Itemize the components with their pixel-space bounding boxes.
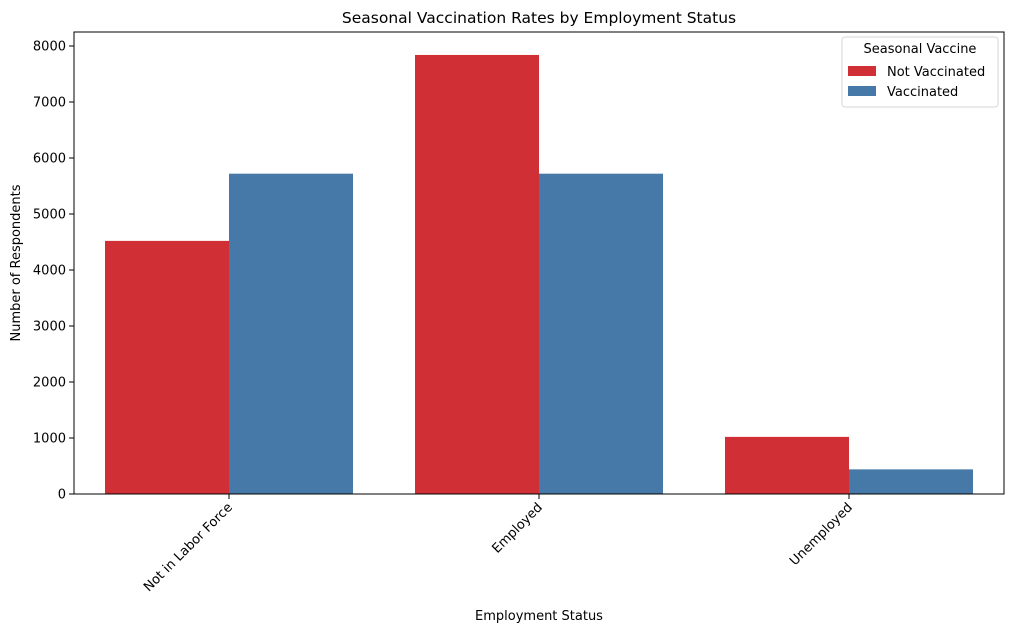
y-tick-label: 8000: [33, 40, 66, 55]
y-tick-label: 7000: [33, 96, 66, 111]
legend-title: Seasonal Vaccine: [864, 42, 977, 57]
legend-frame: [841, 36, 999, 108]
bar-vaccinated-unemployed: [849, 469, 973, 494]
y-tick-label: 0: [58, 488, 66, 503]
legend: Seasonal Vaccine Not Vaccinated Vaccinate…: [841, 36, 999, 108]
bars-layer: [105, 54, 973, 495]
y-tick-label: 6000: [33, 152, 66, 167]
x-tick-label: Not in Labor Force: [141, 500, 236, 595]
y-tick-label: 4000: [33, 264, 66, 279]
x-axis: Not in Labor Force Employed Unemployed: [141, 494, 856, 595]
legend-label-not-vaccinated: Not Vaccinated: [887, 65, 985, 80]
x-tick-label: Unemployed: [787, 500, 856, 569]
plot-frame: [73, 31, 1005, 495]
bar-vaccinated-not-in-labor-force: [229, 173, 353, 494]
y-axis-title: Number of Respondents: [9, 184, 24, 341]
x-tick-label: Employed: [490, 500, 546, 556]
y-tick-label: 5000: [33, 208, 66, 223]
x-axis-title: Employment Status: [475, 609, 603, 624]
bar-not-vaccinated-employed: [415, 54, 539, 495]
bar-not-vaccinated-not-in-labor-force: [105, 240, 229, 494]
chart-title: Seasonal Vaccination Rates by Employment…: [342, 9, 736, 27]
y-tick-label: 2000: [33, 376, 66, 391]
y-tick-label: 1000: [33, 432, 66, 447]
legend-label-vaccinated: Vaccinated: [887, 85, 958, 100]
bar-not-vaccinated-unemployed: [725, 436, 849, 494]
bar-vaccinated-employed: [539, 173, 663, 494]
legend-swatch-not-vaccinated: [848, 66, 876, 76]
legend-swatch-vaccinated: [848, 86, 876, 96]
y-tick-label: 3000: [33, 320, 66, 335]
y-axis: 0 1000 2000 3000 4000 5000 6000 7000 8000: [33, 40, 74, 503]
